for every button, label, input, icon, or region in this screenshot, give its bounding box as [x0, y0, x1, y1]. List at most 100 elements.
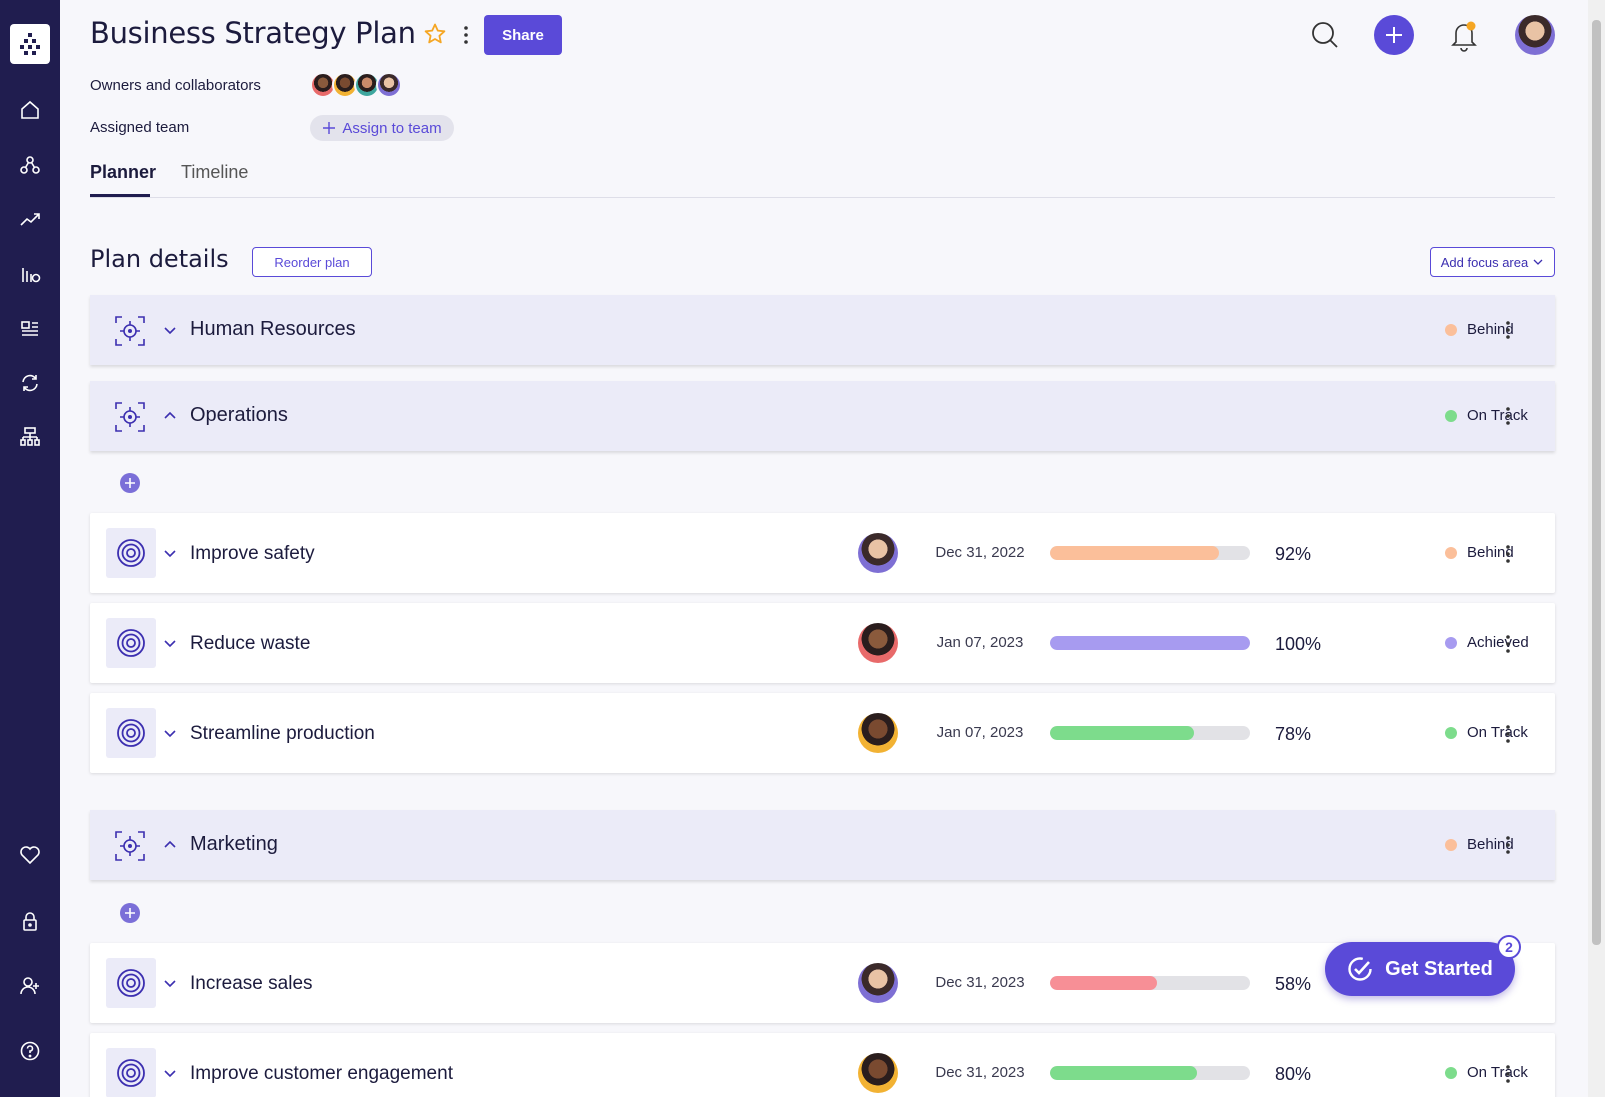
due-date: Jan 07, 2023: [936, 724, 1024, 741]
assigned-team-label: Assigned team: [90, 119, 190, 136]
objective-icon-box: [106, 958, 156, 1008]
reorder-plan-button[interactable]: Reorder plan: [252, 247, 372, 277]
chevron-down-icon[interactable]: [162, 1065, 178, 1081]
chevron-up-icon[interactable]: [162, 408, 178, 424]
lock-icon[interactable]: [16, 907, 44, 935]
progress-bar: [1050, 546, 1250, 560]
chevron-down-icon[interactable]: [162, 322, 178, 338]
add-focus-area-button[interactable]: Add focus area: [1430, 247, 1555, 277]
heart-icon[interactable]: [16, 841, 44, 869]
objective-name: Reduce waste: [190, 633, 311, 654]
avatar[interactable]: [858, 533, 898, 573]
avatar[interactable]: [858, 713, 898, 753]
more-options-icon[interactable]: [1498, 319, 1518, 341]
tab-bar: Planner Timeline: [90, 162, 1555, 198]
tab-timeline[interactable]: Timeline: [181, 162, 249, 182]
progress-fill: [1050, 546, 1220, 560]
focus-target-icon: [115, 316, 145, 346]
target-icon: [117, 1059, 145, 1087]
focus-target-icon: [115, 831, 145, 861]
focus-target-icon: [115, 402, 145, 432]
assign-to-team-button[interactable]: Assign to team: [310, 115, 454, 141]
status-dot: [1445, 636, 1457, 649]
get-started-button[interactable]: Get Started: [1325, 942, 1515, 996]
home-icon[interactable]: [16, 96, 44, 124]
avatar: [376, 72, 402, 98]
status-label: On Track: [1467, 1064, 1528, 1081]
avatar[interactable]: [858, 623, 898, 663]
network-icon[interactable]: [16, 151, 44, 179]
avatar[interactable]: [858, 1053, 898, 1093]
scrollbar[interactable]: [1588, 0, 1605, 1097]
trending-icon[interactable]: [16, 205, 44, 233]
status-badge: On Track: [1445, 724, 1528, 741]
search-icon[interactable]: [1310, 20, 1340, 50]
focus-area-name: Human Resources: [190, 318, 356, 340]
add-focus-area-label: Add focus area: [1440, 254, 1529, 270]
objective-name: Improve safety: [190, 543, 315, 564]
notifications-icon[interactable]: [1448, 18, 1480, 52]
status-badge: Achieved: [1445, 634, 1529, 651]
chevron-down-icon: [1533, 259, 1543, 265]
more-options-icon[interactable]: [1498, 1063, 1518, 1085]
page-title: Business Strategy Plan: [90, 16, 416, 50]
collaborator-avatars[interactable]: [310, 72, 402, 98]
more-options-icon[interactable]: [456, 24, 476, 46]
status-label: On Track: [1467, 724, 1528, 741]
objective-icon-box: [106, 528, 156, 578]
more-options-icon[interactable]: [1498, 633, 1518, 655]
status-label: Behind: [1467, 321, 1514, 338]
objective-row[interactable]: Reduce waste Jan 07, 2023 100% Achieved: [90, 603, 1555, 683]
objective-row[interactable]: Increase sales Dec 31, 2023 58%: [90, 943, 1555, 1023]
avatar[interactable]: [858, 963, 898, 1003]
objective-name: Streamline production: [190, 723, 375, 744]
add-objective-button[interactable]: [120, 473, 140, 493]
tab-planner[interactable]: Planner: [90, 162, 157, 182]
progress-fill: [1050, 976, 1157, 990]
chevron-down-icon[interactable]: [162, 545, 178, 561]
focus-area-row[interactable]: Human Resources Behind: [90, 295, 1555, 365]
chevron-down-icon[interactable]: [162, 635, 178, 651]
check-circle-icon: [1348, 957, 1372, 981]
more-options-icon[interactable]: [1498, 723, 1518, 745]
status-dot: [1445, 409, 1457, 422]
more-options-icon[interactable]: [1498, 543, 1518, 565]
focus-area-name: Marketing: [190, 833, 278, 855]
progress-percent: 58%: [1275, 974, 1312, 994]
progress-percent: 92%: [1275, 544, 1312, 564]
progress-fill: [1050, 1066, 1198, 1080]
objective-row[interactable]: Improve customer engagement Dec 31, 2023…: [90, 1033, 1555, 1097]
chevron-down-icon[interactable]: [162, 975, 178, 991]
focus-area-row[interactable]: Operations On Track: [90, 381, 1555, 451]
create-button[interactable]: [1374, 15, 1414, 55]
add-objective-button[interactable]: [120, 903, 140, 923]
refresh-icon[interactable]: [16, 369, 44, 397]
status-dot: [1445, 546, 1457, 559]
bar-chart-icon[interactable]: [16, 260, 44, 288]
add-user-icon[interactable]: [16, 972, 44, 1000]
progress-percent: 78%: [1275, 724, 1312, 744]
objective-row[interactable]: Improve safety Dec 31, 2022 92% Behind: [90, 513, 1555, 593]
more-options-icon[interactable]: [1498, 834, 1518, 856]
get-started-count-badge: 2: [1497, 935, 1521, 959]
help-icon[interactable]: [16, 1037, 44, 1065]
focus-area-row[interactable]: Marketing Behind: [90, 810, 1555, 880]
chevron-down-icon[interactable]: [162, 725, 178, 741]
objective-row[interactable]: Streamline production Jan 07, 2023 78% O…: [90, 693, 1555, 773]
objective-icon-box: [106, 708, 156, 758]
user-avatar[interactable]: [1515, 15, 1555, 55]
assign-to-team-label: Assign to team: [342, 119, 442, 137]
list-icon[interactable]: [16, 315, 44, 343]
progress-fill: [1050, 636, 1250, 650]
plan-details-title: Plan details: [90, 245, 229, 273]
objective-name: Increase sales: [190, 973, 313, 994]
hierarchy-icon[interactable]: [16, 423, 44, 451]
star-icon[interactable]: [423, 22, 447, 46]
more-options-icon[interactable]: [1498, 405, 1518, 427]
scrollbar-thumb[interactable]: [1592, 20, 1601, 945]
chevron-up-icon[interactable]: [162, 837, 178, 853]
app-logo[interactable]: [10, 24, 50, 64]
share-button[interactable]: Share: [484, 15, 562, 55]
status-label: Behind: [1467, 836, 1514, 853]
target-icon: [117, 539, 145, 567]
